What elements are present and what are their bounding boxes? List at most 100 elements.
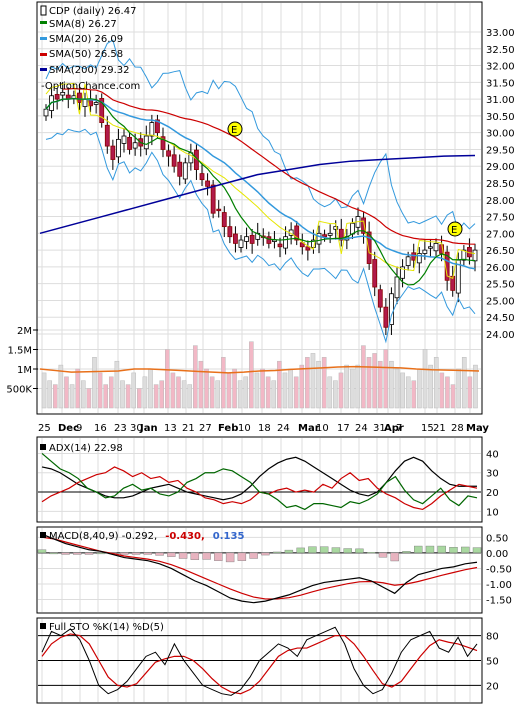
price-y-label-11: 27.50 bbox=[486, 213, 515, 224]
volume-bar-23 bbox=[170, 372, 176, 409]
macd-y-label-3: -1.00 bbox=[486, 580, 512, 591]
macd-histogram-bar-10 bbox=[155, 552, 164, 556]
macd-histogram-bar-2 bbox=[61, 552, 70, 555]
macd-panel-frame bbox=[36, 526, 483, 614]
price-y-label-15: 25.50 bbox=[486, 280, 515, 291]
macd-y-label-4: -1.50 bbox=[486, 596, 512, 607]
volume-bar-51 bbox=[327, 376, 333, 409]
volume-bar-72 bbox=[445, 376, 450, 409]
x-tick-label-4: 23 bbox=[114, 423, 127, 434]
volume-bar-20 bbox=[153, 384, 159, 409]
volume-bar-40 bbox=[265, 376, 271, 409]
macd-histogram-bar-16 bbox=[225, 552, 235, 563]
volume-bar-33 bbox=[226, 372, 232, 409]
volume-bar-8 bbox=[86, 388, 92, 409]
adx-y-label-1: 30 bbox=[486, 469, 499, 480]
volume-bar-34 bbox=[232, 368, 237, 409]
macd-histogram-bar-1 bbox=[49, 552, 58, 555]
macd-histogram-bar-8 bbox=[131, 552, 141, 555]
candle-body-15 bbox=[127, 136, 132, 150]
x-tick-label-24: May bbox=[466, 423, 489, 434]
x-tick-label-15: 10 bbox=[316, 423, 329, 434]
adx-y-label-2: 20 bbox=[486, 488, 499, 499]
macd-legend: MACD(8,40,9) -0.292, -0.430, 0.135 bbox=[40, 531, 244, 542]
stoch-d-line bbox=[41, 633, 478, 695]
volume-bar-46 bbox=[299, 364, 305, 409]
macd-histogram-bar-19 bbox=[261, 552, 270, 556]
candle-body-42 bbox=[277, 243, 283, 248]
x-tick-label-11: 10 bbox=[238, 423, 251, 434]
price-y-label-10: 28.00 bbox=[486, 196, 515, 207]
macd-histogram-bar-32 bbox=[414, 545, 423, 554]
macd-legend-signal: 0.135 bbox=[213, 531, 245, 542]
x-tick-label-13: 24 bbox=[277, 423, 290, 434]
x-tick-label-10: Feb bbox=[218, 423, 238, 434]
legend-sma50: SMA(50) 26.58 bbox=[49, 49, 123, 60]
volume-y-label-2: 1M bbox=[17, 365, 32, 376]
volume-bar-42 bbox=[277, 360, 282, 409]
volume-bar-38 bbox=[254, 372, 260, 409]
macd-histogram-bar-12 bbox=[178, 552, 188, 559]
volume-bar-44 bbox=[288, 368, 293, 409]
candle-body-33 bbox=[227, 226, 233, 238]
volume-bar-63 bbox=[394, 368, 400, 409]
volume-bar-50 bbox=[321, 357, 327, 409]
price-y-label-2: 32.00 bbox=[486, 62, 515, 73]
candle-body-9 bbox=[93, 102, 99, 105]
volume-bar-59 bbox=[372, 353, 377, 409]
volume-bar-54 bbox=[344, 364, 349, 409]
volume-bar-30 bbox=[209, 376, 215, 409]
earnings-marker-apr: E bbox=[447, 221, 463, 237]
macd-y-label-2: -0.50 bbox=[486, 564, 512, 575]
x-tick-label-20: 7 bbox=[396, 423, 402, 434]
candle-body-69 bbox=[428, 246, 433, 249]
x-tick-label-8: 21 bbox=[182, 423, 195, 434]
stoch-k-line bbox=[41, 626, 478, 696]
legend-sma8: SMA(8) 26.27 bbox=[49, 19, 117, 30]
adx-legend-text: ADX(14) 22.98 bbox=[49, 443, 123, 454]
volume-bar-10 bbox=[97, 372, 103, 409]
bollinger-upper-line bbox=[45, 39, 476, 232]
volume-bar-11 bbox=[103, 384, 108, 409]
volume-bar-52 bbox=[333, 380, 338, 409]
macd-legend-prefix: MACD(8,40,9) -0.292, bbox=[49, 531, 157, 542]
candle-body-75 bbox=[461, 249, 467, 261]
x-tick-label-21: 15 bbox=[421, 423, 434, 434]
candle-body-66 bbox=[411, 252, 417, 261]
volume-bar-61 bbox=[383, 349, 389, 409]
macd-histogram-bar-22 bbox=[296, 547, 305, 554]
x-tick-label-3: 16 bbox=[94, 423, 107, 434]
earnings-marker-apr-circle bbox=[447, 221, 463, 237]
macd-histogram-bar-35 bbox=[449, 547, 458, 554]
x-tick-label-0: 25 bbox=[38, 423, 51, 434]
volume-bar-36 bbox=[243, 376, 249, 409]
candle-body-18 bbox=[143, 135, 149, 150]
volume-bar-67 bbox=[417, 368, 422, 409]
candle-body-2 bbox=[54, 94, 60, 100]
candle-body-77 bbox=[472, 249, 478, 262]
candle-body-28 bbox=[199, 173, 205, 181]
price-y-label-16: 25.00 bbox=[486, 296, 515, 307]
candle-body-61 bbox=[383, 306, 389, 328]
volume-bar-41 bbox=[271, 380, 277, 409]
macd-histogram-bar-36 bbox=[461, 546, 470, 554]
volume-bar-25 bbox=[181, 380, 187, 409]
candle-body-43 bbox=[283, 236, 288, 249]
price-y-label-9: 28.50 bbox=[486, 179, 515, 190]
legend-swatch-sma8 bbox=[40, 21, 47, 24]
candle-body-13 bbox=[116, 138, 121, 158]
macd-legend-macd: -0.430, bbox=[165, 531, 205, 542]
price-y-label-0: 33.00 bbox=[486, 28, 515, 39]
x-tick-label-1: Dec bbox=[58, 423, 79, 434]
candle-body-0 bbox=[43, 108, 49, 117]
legend-swatch-sma200 bbox=[40, 68, 47, 71]
adx-panel-frame bbox=[36, 436, 483, 523]
macd-histogram-bar-15 bbox=[214, 552, 223, 561]
volume-bar-3 bbox=[58, 364, 64, 409]
volume-bar-28 bbox=[198, 360, 204, 409]
macd-histogram-bar-26 bbox=[343, 548, 352, 554]
candle-body-20 bbox=[155, 119, 160, 134]
candle-body-65 bbox=[405, 256, 411, 266]
stoch-legend-text: Full STO %K(14) %D(5) bbox=[49, 622, 164, 633]
